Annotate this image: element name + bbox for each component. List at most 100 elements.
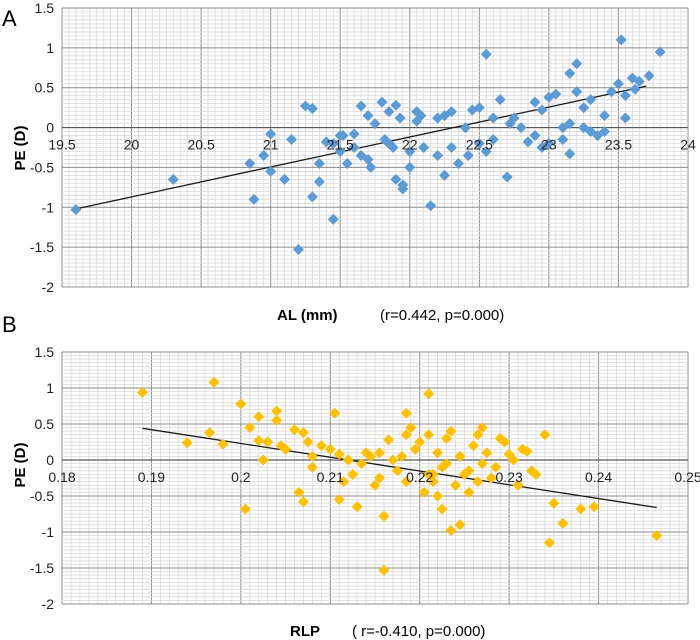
panel-b-data-point [262,436,274,448]
panel-a-data-point [571,58,583,70]
panel-a-y-tick-label: -2 [42,279,55,295]
panel-b-data-point [472,429,484,441]
panel-a-y-tick-label: -1.5 [30,239,54,255]
panel-b-data-point [391,465,403,477]
panel-a-data-point [643,70,655,82]
panel-b-x-tick-label: 0.2 [231,469,251,485]
panel-a-y-tick-label: 1.5 [35,0,55,16]
panel-a-data-point [341,157,353,169]
panel-b-data-point [333,494,345,506]
panel-b-gridlines [61,351,689,605]
panel-b-data-point [235,398,247,410]
panel-b-data-point [271,414,283,426]
panel-a-trendline [75,85,647,210]
panel-a-data-point [536,104,548,116]
panel-b-data-point [454,519,466,531]
panel-b-data-point [508,454,520,466]
panel-b-data-point [302,436,314,448]
panel-b-data-point [423,468,435,480]
panel-b-y-axis-label: PE (D) [12,442,29,487]
panel-b-data-point [306,461,318,473]
panel-a-data-point [543,138,555,150]
panel-b-data-point [423,388,435,400]
panel-b-data-point [575,503,587,515]
panel-b-data-point [427,476,439,488]
panel-a-data-point [387,142,399,153]
panel-a-y-axis-label: PE (D) [12,125,29,170]
panel-b-data-point [414,436,426,448]
panel-b-data-point [445,525,457,537]
panel-b-data-point [297,496,309,508]
panel-a-data-point [369,118,381,130]
panel-a-data-point [390,99,402,111]
panel-a-data-point [473,138,485,150]
panel-b-data-point [378,510,390,522]
panel-a-y-tick-label: -0.5 [30,159,54,175]
panel-a-data-point [286,134,298,146]
panel-b-chart: 0.18 0.19 0.2 0.21 0.22 0.23 0.24 0.25 1.5 1 0.5 0… [2,312,700,640]
panel-b-data-point [181,437,193,449]
panel-b-data-point [463,465,475,477]
panel-b-data-point [351,501,363,513]
panel-a-data-point [629,83,641,95]
panel-a-data-point [167,173,179,185]
panel-a-data-point [557,134,569,146]
panel-a-data-point [432,149,444,161]
panel-b-data-point [436,503,448,515]
panel-a-data-point [258,149,270,161]
panel-a-data-point [327,138,339,150]
panel-a-data-point [529,96,541,108]
panel-b-data-point [324,443,336,455]
panel-b-data-point [338,476,350,488]
panel-b-y-tick-label: -1.5 [30,560,54,576]
panel-a-data-point [480,48,492,60]
panel-b-data-point [588,501,600,513]
panel-b-data-point [378,564,390,576]
panel-b-data-point [315,440,327,452]
panel-a-y-tick-label: 1 [46,40,54,56]
panel-b-data-point [244,422,256,434]
panel-a-points [70,34,666,256]
panel-b-data-point [257,454,269,466]
panel-b-data-point [400,407,412,419]
panel-a-x-ticks: 19.5 20 20.5 21 21.5 22 22.5 23 23.5 24 [48,137,696,153]
panel-b-data-point [441,432,453,444]
panel-a-data-point [494,94,506,106]
panel-b-data-point [463,486,475,498]
panel-a-y-ticks: 1.5 1 0.5 0 -0.5 -1 -1.5 -2 [30,0,54,295]
panel-b-x-tick-label: 0.19 [138,469,165,485]
panel-a-data-point [334,145,346,157]
panel-a-data-point [439,169,451,181]
panel-a-x-tick-label: 20 [124,137,140,153]
panel-a-data-point [365,161,377,173]
panel-a-data-point [244,157,256,169]
panel-a-data-point [334,130,346,142]
panel-b-data-point [136,386,148,398]
panel-b-data-point [418,486,430,498]
panel-a-data-point [571,86,583,98]
panel-b-data-point [521,445,533,457]
panel-b-data-point [503,448,515,460]
panel-b-x-tick-label: 0.25 [674,469,700,485]
panel-a-label: A [2,6,17,31]
panel-a-data-point [462,149,474,161]
panel-a-data-point [564,118,576,130]
panel-b-x-tick-label: 0.23 [496,469,523,485]
panel-a-data-point [452,157,464,169]
panel-b-data-point [476,458,488,470]
panel-b-data-point [409,443,421,455]
panel-b-data-point [454,450,466,462]
panel-a-x-axis-label: AL (mm) [277,307,338,324]
panel-b-data-point [539,429,551,441]
panel-b-data-point [445,425,457,437]
panel-a-data-point [501,171,513,183]
panel-a-data-point [515,122,527,134]
panel-b-y-tick-label: 1.5 [35,344,55,360]
panel-b-data-point [432,490,444,502]
panel-a-x-tick-label: 19.5 [48,137,75,153]
panel-a-data-point [564,67,576,79]
panel-a-data-point [362,110,374,122]
panel-b-data-point [329,407,341,419]
panel-b-data-point [476,422,488,434]
panel-b-data-point [293,486,305,498]
